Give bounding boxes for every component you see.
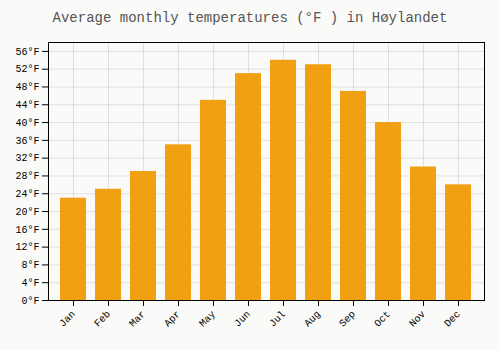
svg-text:8°F: 8°F bbox=[21, 260, 39, 271]
svg-text:Jul: Jul bbox=[267, 309, 288, 330]
svg-text:Jun: Jun bbox=[232, 309, 253, 330]
svg-text:Apr: Apr bbox=[162, 309, 183, 330]
svg-text:Dec: Dec bbox=[442, 309, 463, 330]
svg-text:0°F: 0°F bbox=[21, 296, 39, 307]
svg-text:Feb: Feb bbox=[92, 309, 113, 330]
html-text:Average monthly temperatures (: Average monthly temperatures (°F ) in Hø… bbox=[52, 10, 448, 26]
svg-text:28°F: 28°F bbox=[15, 171, 39, 182]
svg-text:Jan: Jan bbox=[57, 309, 78, 330]
svg-text:Sep: Sep bbox=[337, 309, 358, 330]
svg-text:Oct: Oct bbox=[372, 309, 393, 330]
svg-text:24°F: 24°F bbox=[15, 189, 39, 200]
svg-text:32°F: 32°F bbox=[15, 153, 39, 164]
svg-text:52°F: 52°F bbox=[15, 64, 39, 75]
svg-text:20°F: 20°F bbox=[15, 207, 39, 218]
svg-text:Aug: Aug bbox=[302, 309, 323, 330]
svg-text:36°F: 36°F bbox=[15, 136, 39, 147]
svg-text:May: May bbox=[197, 309, 218, 330]
svg-text:56°F: 56°F bbox=[15, 47, 39, 58]
svg-text:Mar: Mar bbox=[127, 309, 148, 330]
svg-text:40°F: 40°F bbox=[15, 118, 39, 129]
svg-text:48°F: 48°F bbox=[15, 82, 39, 93]
svg-text:12°F: 12°F bbox=[15, 242, 39, 253]
svg-text:Nov: Nov bbox=[407, 309, 428, 330]
svg-text:44°F: 44°F bbox=[15, 100, 39, 111]
svg-text:4°F: 4°F bbox=[21, 278, 39, 289]
svg-text:16°F: 16°F bbox=[15, 225, 39, 236]
